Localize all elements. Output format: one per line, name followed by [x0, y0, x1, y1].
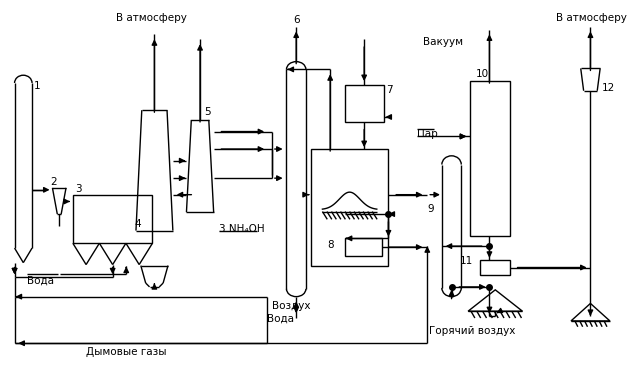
Text: 12: 12	[602, 83, 615, 93]
Text: Вода: Вода	[27, 275, 54, 285]
Text: 3: 3	[75, 184, 81, 194]
Bar	[345, 85, 383, 122]
Text: В атмосферу: В атмосферу	[557, 13, 627, 23]
Text: 4: 4	[134, 219, 141, 229]
Text: 6: 6	[293, 15, 300, 25]
Text: 7: 7	[387, 85, 393, 95]
Text: Горячий воздух: Горячий воздух	[429, 326, 516, 336]
Text: 10: 10	[476, 69, 489, 79]
Text: 1: 1	[34, 81, 41, 91]
Text: 11: 11	[460, 256, 473, 266]
Text: Вакуум: Вакуум	[424, 37, 463, 47]
Bar	[480, 260, 510, 275]
Text: 8: 8	[327, 240, 334, 250]
Text: 3 NH₄OH: 3 NH₄OH	[219, 224, 264, 234]
Text: В атмосферу: В атмосферу	[116, 13, 187, 23]
Text: Дымовые газы: Дымовые газы	[86, 347, 167, 357]
Text: Воздух: Воздух	[272, 301, 311, 312]
Bar	[345, 239, 381, 256]
Text: 2: 2	[50, 177, 57, 187]
Text: 9: 9	[427, 204, 434, 214]
Text: 5: 5	[204, 107, 211, 117]
Bar	[73, 195, 153, 243]
Text: Пар: Пар	[417, 128, 437, 139]
Bar	[470, 81, 510, 236]
Bar	[311, 149, 389, 266]
Text: Вода: Вода	[267, 314, 294, 324]
